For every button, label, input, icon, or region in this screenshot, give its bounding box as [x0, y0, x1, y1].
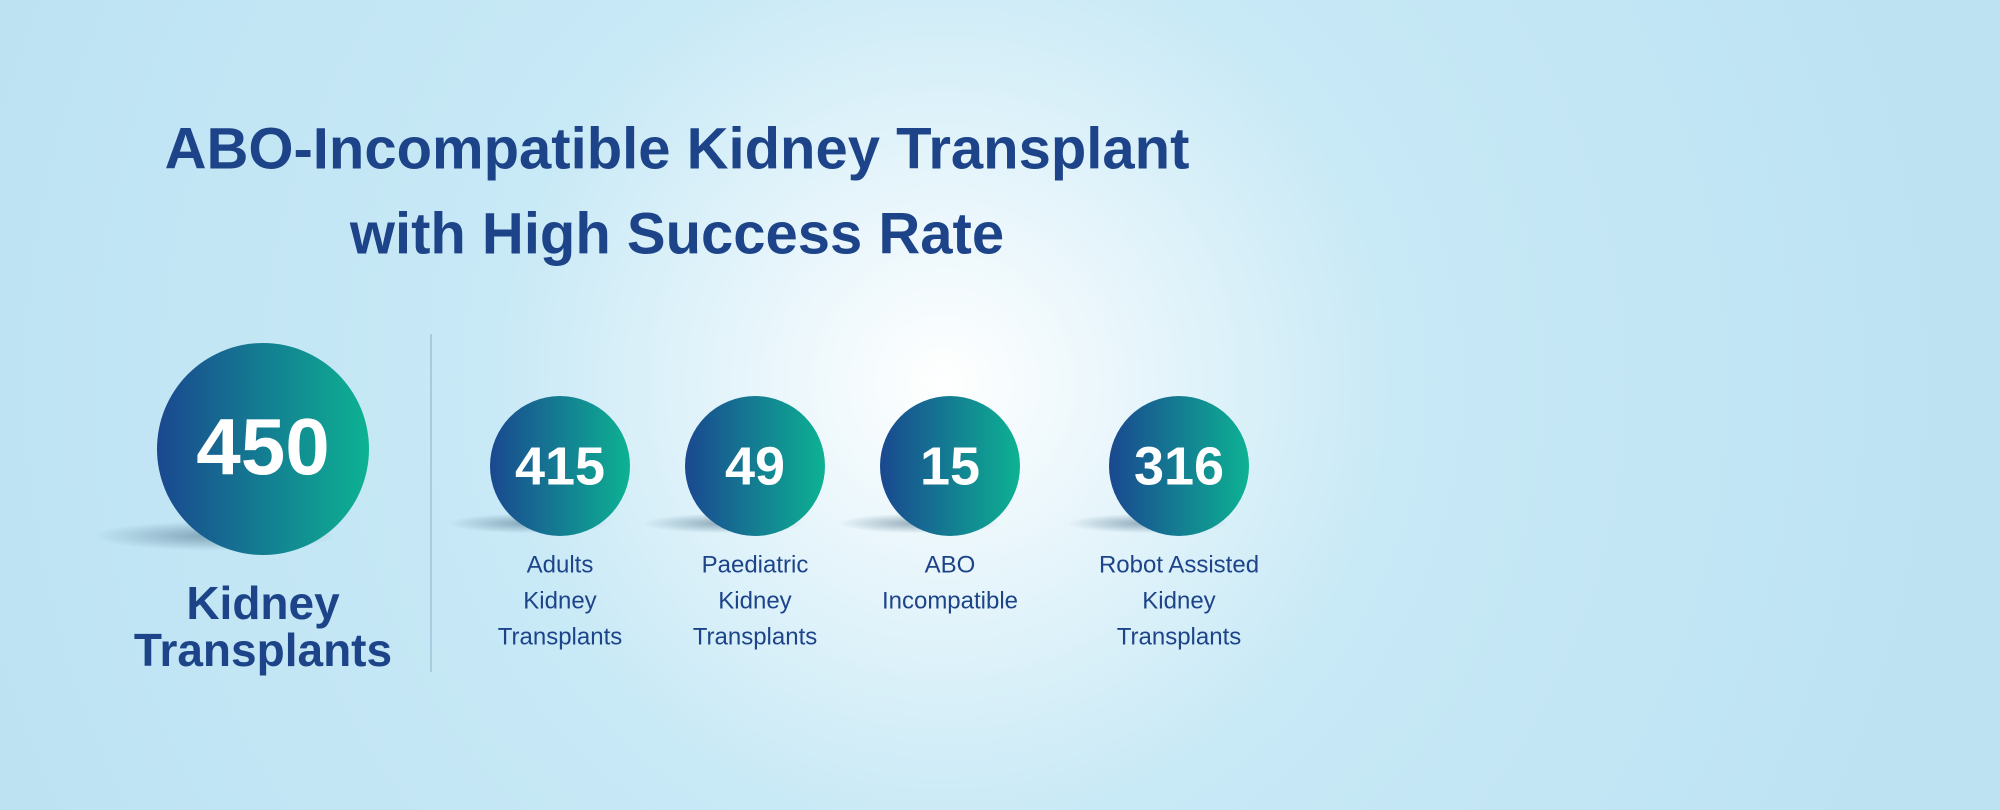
title-line: with High Success Rate	[349, 201, 1004, 266]
stat-label: Transplants	[1117, 623, 1242, 650]
stat-label: Transplants	[134, 624, 392, 676]
stat-value: 316	[1134, 436, 1224, 496]
stat-value: 15	[920, 436, 980, 496]
stat-label: Incompatible	[882, 587, 1018, 614]
stat-label: Kidney	[1142, 587, 1215, 614]
stat-value: 450	[196, 402, 329, 491]
stat-ball	[1109, 396, 1249, 536]
stat-value: 49	[725, 436, 785, 496]
stat-value: 415	[515, 436, 605, 496]
title-line: ABO-Incompatible Kidney Transplant	[165, 116, 1190, 181]
stat-label: Paediatric	[702, 551, 809, 578]
stat-ball	[157, 343, 369, 555]
stat-label: Transplants	[693, 623, 818, 650]
stat-label: Adults	[527, 551, 594, 578]
stat-label: Transplants	[498, 623, 623, 650]
stat-ball	[685, 396, 825, 536]
stat-label: Kidney	[523, 587, 596, 614]
stat-label: Robot Assisted	[1099, 551, 1259, 578]
stat-ball	[490, 396, 630, 536]
stat-label: Kidney	[186, 577, 340, 629]
stats: 450KidneyTransplants415AdultsKidneyTrans…	[93, 343, 1259, 676]
stat-ball	[880, 396, 1020, 536]
stat-label: ABO	[925, 551, 976, 578]
stat-label: Kidney	[718, 587, 791, 614]
